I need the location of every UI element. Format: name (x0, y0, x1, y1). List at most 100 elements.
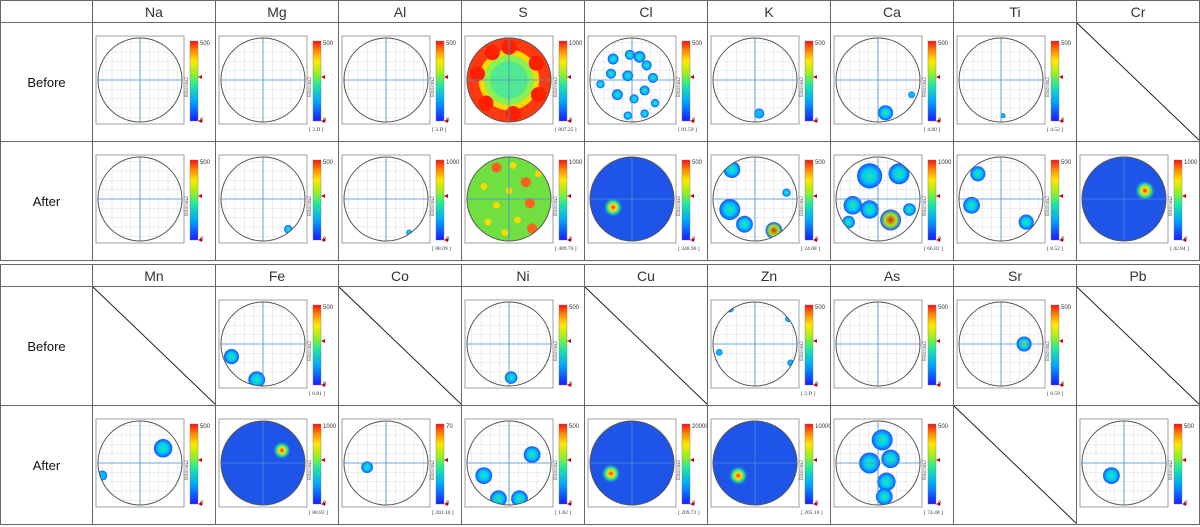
map-crosshair (98, 421, 182, 505)
colorbar (804, 304, 814, 386)
map-crosshair (713, 421, 797, 505)
element-header: Co (338, 264, 462, 287)
map-blob (888, 163, 910, 185)
colorbar (927, 159, 937, 241)
colorbar-max: 1000 (446, 160, 460, 166)
colorbar-max: 500 (200, 424, 211, 430)
map-blob (504, 371, 518, 384)
colorbar (312, 423, 322, 505)
colorbar (927, 304, 937, 386)
map-blob (623, 111, 632, 120)
wafer-outline (958, 37, 1044, 123)
map-cell: 5000E04/cm2 (92, 405, 216, 525)
wafer-outline (712, 301, 798, 387)
value-label: [ 88.82 ] (309, 510, 328, 516)
element-header: Ti (953, 0, 1077, 23)
element-map: 200000E04/cm2[ 209.72 ] (587, 418, 707, 516)
wafer-outline (958, 301, 1044, 387)
map-blob (248, 371, 266, 386)
map-cell (584, 286, 708, 406)
map-blob (647, 72, 659, 83)
row-label: Before (0, 286, 93, 406)
row-label: Before (0, 22, 93, 142)
colorbar-unit: E04/cm2 (799, 341, 805, 361)
colorbar (681, 40, 691, 122)
value-label: [ 74.48 ] (924, 510, 943, 516)
colorbar-max: 500 (323, 305, 334, 311)
colorbar (558, 304, 568, 386)
colorbar-unit: E04/cm2 (430, 77, 436, 97)
element-map: 5000E04/cm2[ 8.52 ] (956, 154, 1072, 252)
map-cell: 5000E04/cm2[ 0.81 ] (215, 286, 339, 406)
map-cell: 5000E04/cm2[ 4.52 ] (953, 22, 1077, 142)
wafer-outline (343, 420, 429, 506)
element-map: 5000E04/cm2 (218, 154, 334, 244)
wafer-outline (835, 37, 921, 123)
map-blob (475, 467, 493, 484)
value-label: [ 81.59 ] (678, 127, 697, 133)
element-map: 5000E04/cm2[ 3.D ] (218, 35, 334, 133)
colorbar-unit: E04/cm2 (184, 77, 190, 97)
map-blob (754, 108, 765, 119)
colorbar-max: 500 (815, 160, 826, 166)
colorbar-unit: E04/cm2 (1168, 196, 1174, 216)
value-label: [ 1.82 ] (555, 510, 571, 516)
element-map: 5000E04/cm2 (1079, 418, 1195, 508)
map-cell: 5000E04/cm2[ 348.96 ] (584, 141, 708, 261)
map-blobs (504, 371, 518, 384)
value-label: [ 3.D ] (309, 127, 324, 133)
map-crosshair (590, 157, 674, 241)
colorbar-max: 500 (323, 160, 334, 166)
map-crosshair (713, 38, 797, 122)
map-blob (903, 203, 916, 216)
colorbar (435, 423, 445, 505)
map-blob (1103, 467, 1120, 484)
element-map: 5000E04/cm2 (710, 35, 826, 125)
map-crosshair (467, 157, 551, 241)
map-blob (650, 98, 660, 108)
map-blobs (719, 161, 791, 239)
colorbar-unit: E04/cm2 (430, 196, 436, 216)
map-cell (1076, 286, 1200, 406)
map-crosshair (836, 421, 920, 505)
map-hotspot (600, 463, 622, 484)
colorbar (312, 159, 322, 241)
map-cell: 5000E04/cm2[ 1.82 ] (461, 405, 585, 525)
map-crosshair (959, 302, 1043, 386)
colorbar-unit: E04/cm2 (1168, 460, 1174, 480)
colorbar (1050, 304, 1060, 386)
map-crosshair (467, 38, 551, 122)
map-blob (963, 196, 980, 214)
wafer-outline (220, 37, 306, 123)
element-map: 5000E04/cm2[ 24.08 ] (710, 154, 826, 252)
element-map: 5000E04/cm2 (95, 154, 211, 244)
element-header: Al (338, 0, 462, 23)
colorbar-unit: E04/cm2 (184, 196, 190, 216)
colorbar-max: 500 (938, 305, 949, 311)
map-blob (523, 446, 541, 463)
map-blob (970, 166, 986, 182)
colorbar-unit: E04/cm2 (307, 460, 313, 480)
wafer-outline (466, 420, 552, 506)
map-blob (880, 209, 902, 231)
map-blobs (596, 49, 660, 120)
map-hotspot (272, 440, 292, 460)
corner-cell (0, 264, 93, 287)
not-applicable-diagonal (339, 287, 461, 405)
element-map: 5000E04/cm2[ 6.59 ] (956, 299, 1072, 397)
table-before-after-2: Mn Fe Co Ni Cu Zn As Sr Pb Before 5000E0… (0, 264, 1200, 525)
wafer-outline (220, 420, 306, 506)
colorbar-unit: E04/cm2 (553, 196, 559, 216)
colorbar (189, 423, 199, 505)
wafer-outline (343, 156, 429, 242)
element-header: Mn (92, 264, 216, 287)
map-crosshair (836, 157, 920, 241)
map-cell: 5000E04/cm2[ 2.D ] (707, 286, 831, 406)
wafer-outline (589, 420, 675, 506)
map-crosshair (836, 38, 920, 122)
